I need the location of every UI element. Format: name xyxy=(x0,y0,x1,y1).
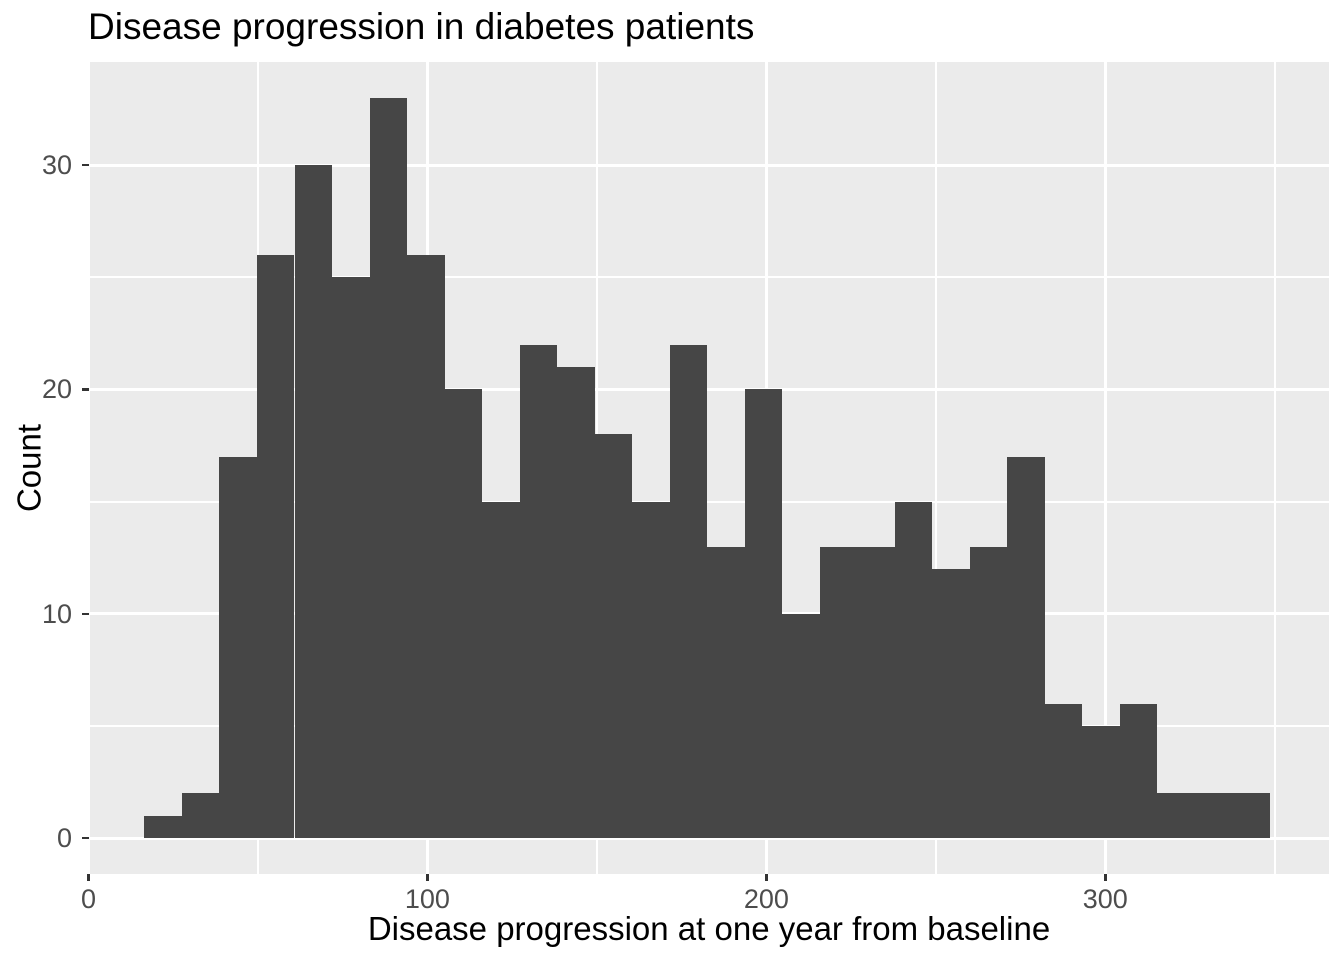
x-tick-mark xyxy=(765,874,768,881)
histogram-bar xyxy=(144,815,182,839)
histogram-bar xyxy=(294,165,333,839)
gridline-y-minor xyxy=(88,500,1329,503)
histogram-bar xyxy=(857,546,895,839)
y-axis-title: Count xyxy=(10,423,48,513)
histogram-bar xyxy=(181,793,220,839)
y-tick-mark xyxy=(82,836,89,840)
y-tick-label: 0 xyxy=(56,823,72,854)
y-tick-label: 30 xyxy=(41,150,72,181)
histogram-bar xyxy=(669,344,708,839)
gridline-x-minor xyxy=(934,62,937,874)
histogram-bar xyxy=(1007,456,1045,839)
histogram-bar xyxy=(1119,703,1158,839)
y-tick-label: 10 xyxy=(41,598,72,629)
gridline-x-minor xyxy=(1273,62,1276,874)
histogram-bar xyxy=(369,97,408,839)
histogram-bar xyxy=(1082,725,1120,839)
x-axis-title: Disease progression at one year from bas… xyxy=(367,910,1051,947)
histogram-bar xyxy=(969,546,1008,839)
histogram-bar xyxy=(782,613,820,839)
histogram-bar xyxy=(1157,793,1195,839)
gridline-x-major xyxy=(1103,62,1107,874)
gridline-y-major xyxy=(88,387,1329,391)
histogram-bar xyxy=(632,501,670,839)
gridline-x-major xyxy=(87,62,90,874)
histogram-bar xyxy=(519,344,558,839)
histogram-bar xyxy=(1194,793,1233,839)
histogram-bar xyxy=(707,546,745,839)
x-tick-label: 300 xyxy=(1082,884,1128,914)
gridline-y-major xyxy=(88,163,1329,167)
plot-title: Disease progression in diabetes patients xyxy=(88,6,755,47)
histogram-bar xyxy=(932,568,970,839)
y-tick-label: 20 xyxy=(41,374,72,405)
x-tick-mark xyxy=(87,874,90,881)
histogram-bar xyxy=(219,456,257,839)
x-tick-label: 100 xyxy=(404,884,450,914)
x-tick-label: 0 xyxy=(80,884,97,914)
x-tick-mark xyxy=(1104,874,1107,881)
histogram-bar xyxy=(744,389,783,839)
histogram-bar xyxy=(256,254,295,839)
histogram-bar xyxy=(482,501,520,839)
x-tick-mark xyxy=(426,874,429,881)
histogram-bar xyxy=(1044,703,1083,839)
gridline-y-major xyxy=(88,836,1329,840)
x-tick-label: 200 xyxy=(743,884,789,914)
y-tick-mark xyxy=(82,163,89,167)
histogram-bar xyxy=(819,546,858,839)
y-tick-mark xyxy=(82,388,89,391)
histogram-bar xyxy=(444,389,483,839)
y-tick-mark xyxy=(82,612,89,616)
histogram-bar xyxy=(332,277,370,839)
histogram-bar xyxy=(557,367,595,839)
gridline-y-minor xyxy=(88,276,1329,279)
histogram-bar xyxy=(594,434,633,839)
histogram-bar xyxy=(894,501,933,839)
histogram-bar xyxy=(1232,793,1271,839)
histogram-bar xyxy=(407,254,445,839)
